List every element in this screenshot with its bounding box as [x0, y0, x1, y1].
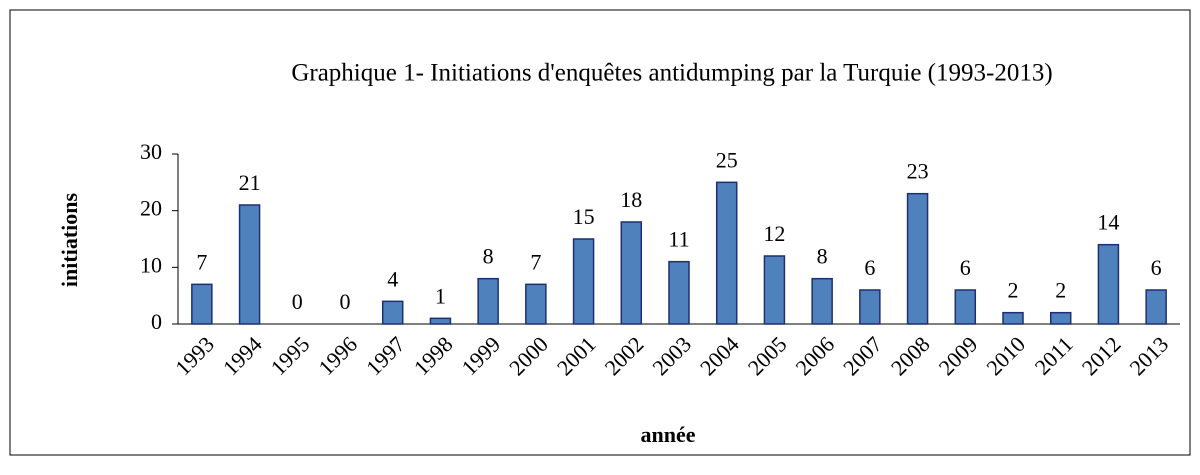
bar: [906, 192, 929, 325]
value-label: 0: [340, 289, 351, 314]
bar: [238, 204, 261, 325]
y-tick-label: 20: [140, 196, 162, 221]
chart-frame: [9, 9, 1191, 456]
chart-title: Graphique 1- Initiations d'enquêtes anti…: [291, 60, 1052, 87]
bar: [811, 277, 833, 325]
bar: [477, 277, 499, 325]
value-label: 18: [620, 187, 642, 212]
value-label: 23: [907, 159, 929, 184]
bar: [572, 238, 595, 325]
value-label: 6: [864, 255, 875, 280]
value-label: 7: [196, 249, 207, 274]
value-label: 0: [292, 289, 303, 314]
bar: [525, 283, 547, 325]
value-label: 21: [239, 170, 261, 195]
bar: [1002, 311, 1024, 325]
value-label: 8: [483, 244, 494, 269]
bar: [1097, 243, 1120, 325]
x-axis-label: année: [641, 422, 696, 447]
bar: [954, 289, 977, 325]
value-label: 2: [1008, 278, 1019, 303]
y-tick-label: 10: [140, 252, 162, 277]
bar: [859, 289, 881, 325]
value-label: 25: [716, 147, 738, 172]
bar: [1145, 289, 1167, 325]
value-label: 14: [1097, 210, 1119, 235]
y-tick-label: 30: [140, 139, 162, 164]
bar: [429, 317, 452, 325]
value-label: 7: [530, 249, 541, 274]
value-label: 6: [960, 255, 971, 280]
value-label: 15: [573, 204, 595, 229]
bar: [715, 181, 738, 325]
bar: [668, 260, 690, 325]
bar: [620, 221, 643, 325]
value-label: 2: [1055, 278, 1066, 303]
bar: [191, 283, 213, 325]
value-label: 11: [668, 227, 689, 252]
value-label: 12: [763, 221, 785, 246]
y-tick-label: 0: [151, 309, 162, 334]
bar: [381, 300, 404, 325]
value-label: 4: [387, 266, 398, 291]
value-label: 8: [817, 244, 828, 269]
value-label: 1: [435, 283, 446, 308]
bar: [1049, 311, 1072, 325]
y-axis-label: initiations: [57, 192, 82, 287]
value-label: 6: [1151, 255, 1162, 280]
bar: [763, 255, 786, 325]
